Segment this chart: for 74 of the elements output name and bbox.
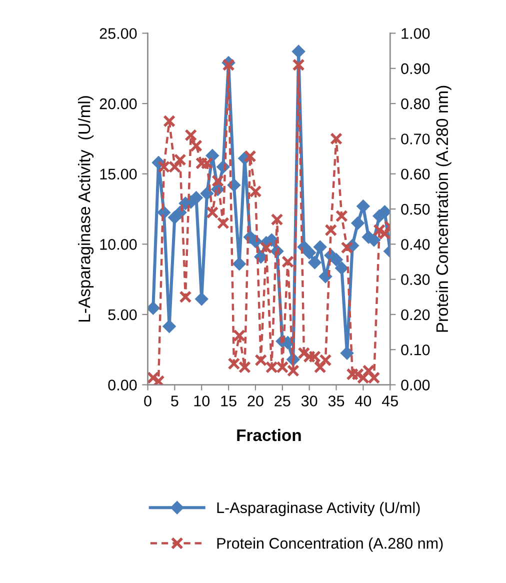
point <box>292 58 305 72</box>
point <box>244 150 256 163</box>
y-tick-label: 25.00 <box>100 28 137 39</box>
y2-tick-label: 0.00 <box>401 380 430 390</box>
point <box>330 132 343 145</box>
point <box>282 255 294 268</box>
point <box>162 320 176 334</box>
point <box>222 58 235 72</box>
point <box>216 216 230 230</box>
y2-axis-title: Protein Concentration (A.280 nm) <box>436 86 452 332</box>
point <box>314 240 327 254</box>
y2-tick-label: 0.50 <box>401 204 430 215</box>
point <box>351 216 364 230</box>
point <box>270 213 284 226</box>
point <box>233 329 246 342</box>
point <box>190 191 203 204</box>
y-tick-label: 5.00 <box>108 309 137 320</box>
y2-tick-label: 0.70 <box>401 134 430 144</box>
point <box>206 148 219 162</box>
x-tick-label: 0 <box>144 396 152 406</box>
point <box>340 346 354 360</box>
point <box>200 186 214 200</box>
point <box>335 261 348 275</box>
y2-tick-label: 0.30 <box>401 274 430 285</box>
point <box>195 292 208 306</box>
y-tick-label: 20.00 <box>100 98 137 110</box>
point <box>335 210 348 222</box>
x-tick-label: 20 <box>248 396 264 406</box>
x-tick-label: 35 <box>328 396 344 406</box>
point <box>163 114 176 128</box>
x-tick-label: 25 <box>274 396 290 406</box>
x-tick-label: 45 <box>382 396 398 406</box>
point <box>174 154 186 166</box>
x-axis-title: Fraction <box>237 428 301 442</box>
point <box>212 174 224 188</box>
point <box>260 241 272 254</box>
point <box>308 256 322 270</box>
point <box>302 246 316 260</box>
point <box>148 302 160 315</box>
y2-tick-label: 0.20 <box>401 309 430 320</box>
y-tick-label: 0.00 <box>108 380 137 390</box>
point <box>190 139 202 152</box>
x-tick-label: 15 <box>221 396 236 406</box>
y2-tick-label: 0.80 <box>401 98 430 110</box>
point <box>318 270 332 284</box>
point <box>232 257 246 270</box>
point <box>206 206 219 219</box>
y2-tick-label: 0.90 <box>401 63 430 74</box>
point <box>292 44 306 58</box>
x-tick-label: 10 <box>194 396 210 406</box>
point <box>179 290 192 304</box>
y2-tick-label: 0.10 <box>401 344 430 356</box>
legend-label: L-Asparaginase Activity (U/ml) <box>217 502 420 516</box>
point <box>356 200 370 213</box>
point <box>254 354 268 366</box>
y2-tick-label: 1.00 <box>402 28 430 39</box>
point <box>340 241 354 254</box>
point <box>324 224 338 236</box>
x-tick-label: 30 <box>301 396 318 406</box>
y-tick-label: 10.00 <box>100 239 137 250</box>
y2-tick-label: 0.60 <box>401 168 430 180</box>
legend-label: Protein Concentration (A.280 nm) <box>217 538 443 552</box>
point <box>184 128 198 142</box>
point <box>330 253 343 266</box>
point <box>249 185 262 198</box>
y-tick-label: 15.00 <box>100 168 137 180</box>
y-axis-title: L-Asparaginase Activity (U/ml) <box>78 96 94 322</box>
point <box>148 371 160 384</box>
point <box>152 375 165 385</box>
x-tick-label: 40 <box>355 396 372 406</box>
point <box>314 360 326 374</box>
y2-tick-label: 0.40 <box>401 239 430 250</box>
point <box>378 205 390 218</box>
x-tick-label: 5 <box>171 396 178 406</box>
